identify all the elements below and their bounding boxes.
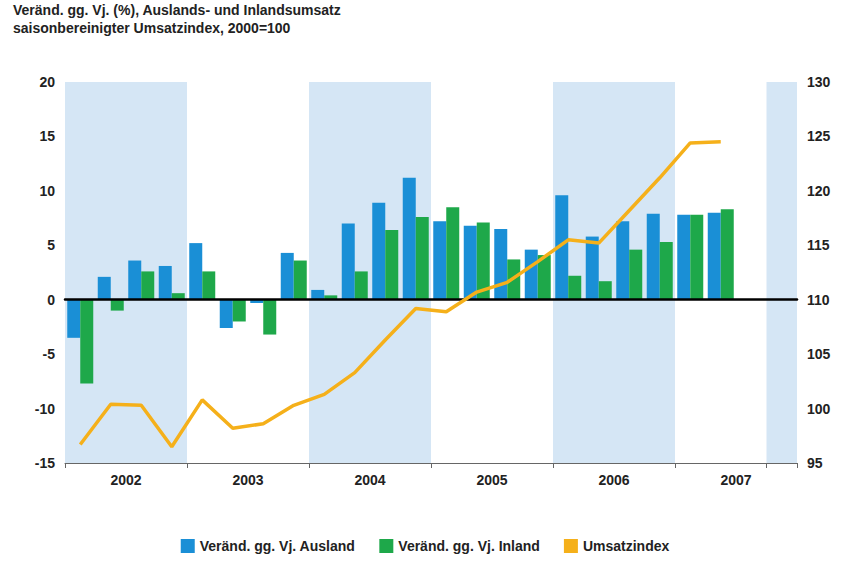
- svg-text:125: 125: [807, 128, 831, 144]
- svg-text:120: 120: [807, 183, 831, 199]
- svg-text:2007: 2007: [720, 472, 751, 488]
- svg-text:115: 115: [807, 237, 830, 253]
- svg-text:-5: -5: [43, 346, 56, 362]
- svg-text:20: 20: [39, 74, 55, 90]
- svg-text:2003: 2003: [232, 472, 263, 488]
- svg-text:2004: 2004: [354, 472, 385, 488]
- svg-text:Veränd. gg. Vj. (%), Auslands-: Veränd. gg. Vj. (%), Auslands- und Inlan…: [13, 2, 341, 18]
- svg-text:110: 110: [807, 292, 830, 308]
- svg-text:0: 0: [47, 292, 55, 308]
- svg-text:Umsatzindex: Umsatzindex: [583, 538, 670, 554]
- svg-text:-15: -15: [35, 455, 55, 471]
- svg-text:95: 95: [807, 455, 823, 471]
- svg-text:5: 5: [47, 237, 55, 253]
- svg-text:saisonbereinigter Umsatzindex,: saisonbereinigter Umsatzindex, 2000=100: [13, 20, 291, 36]
- svg-text:-10: -10: [35, 401, 55, 417]
- svg-text:2006: 2006: [598, 472, 629, 488]
- svg-text:2005: 2005: [476, 472, 507, 488]
- svg-text:15: 15: [39, 128, 55, 144]
- svg-text:Veränd. gg. Vj. Ausland: Veränd. gg. Vj. Ausland: [200, 538, 355, 554]
- svg-text:10: 10: [39, 183, 55, 199]
- svg-text:2002: 2002: [110, 472, 141, 488]
- svg-text:105: 105: [807, 346, 831, 362]
- svg-text:130: 130: [807, 74, 831, 90]
- svg-text:Veränd. gg. Vj. Inland: Veränd. gg. Vj. Inland: [398, 538, 540, 554]
- svg-text:100: 100: [807, 401, 831, 417]
